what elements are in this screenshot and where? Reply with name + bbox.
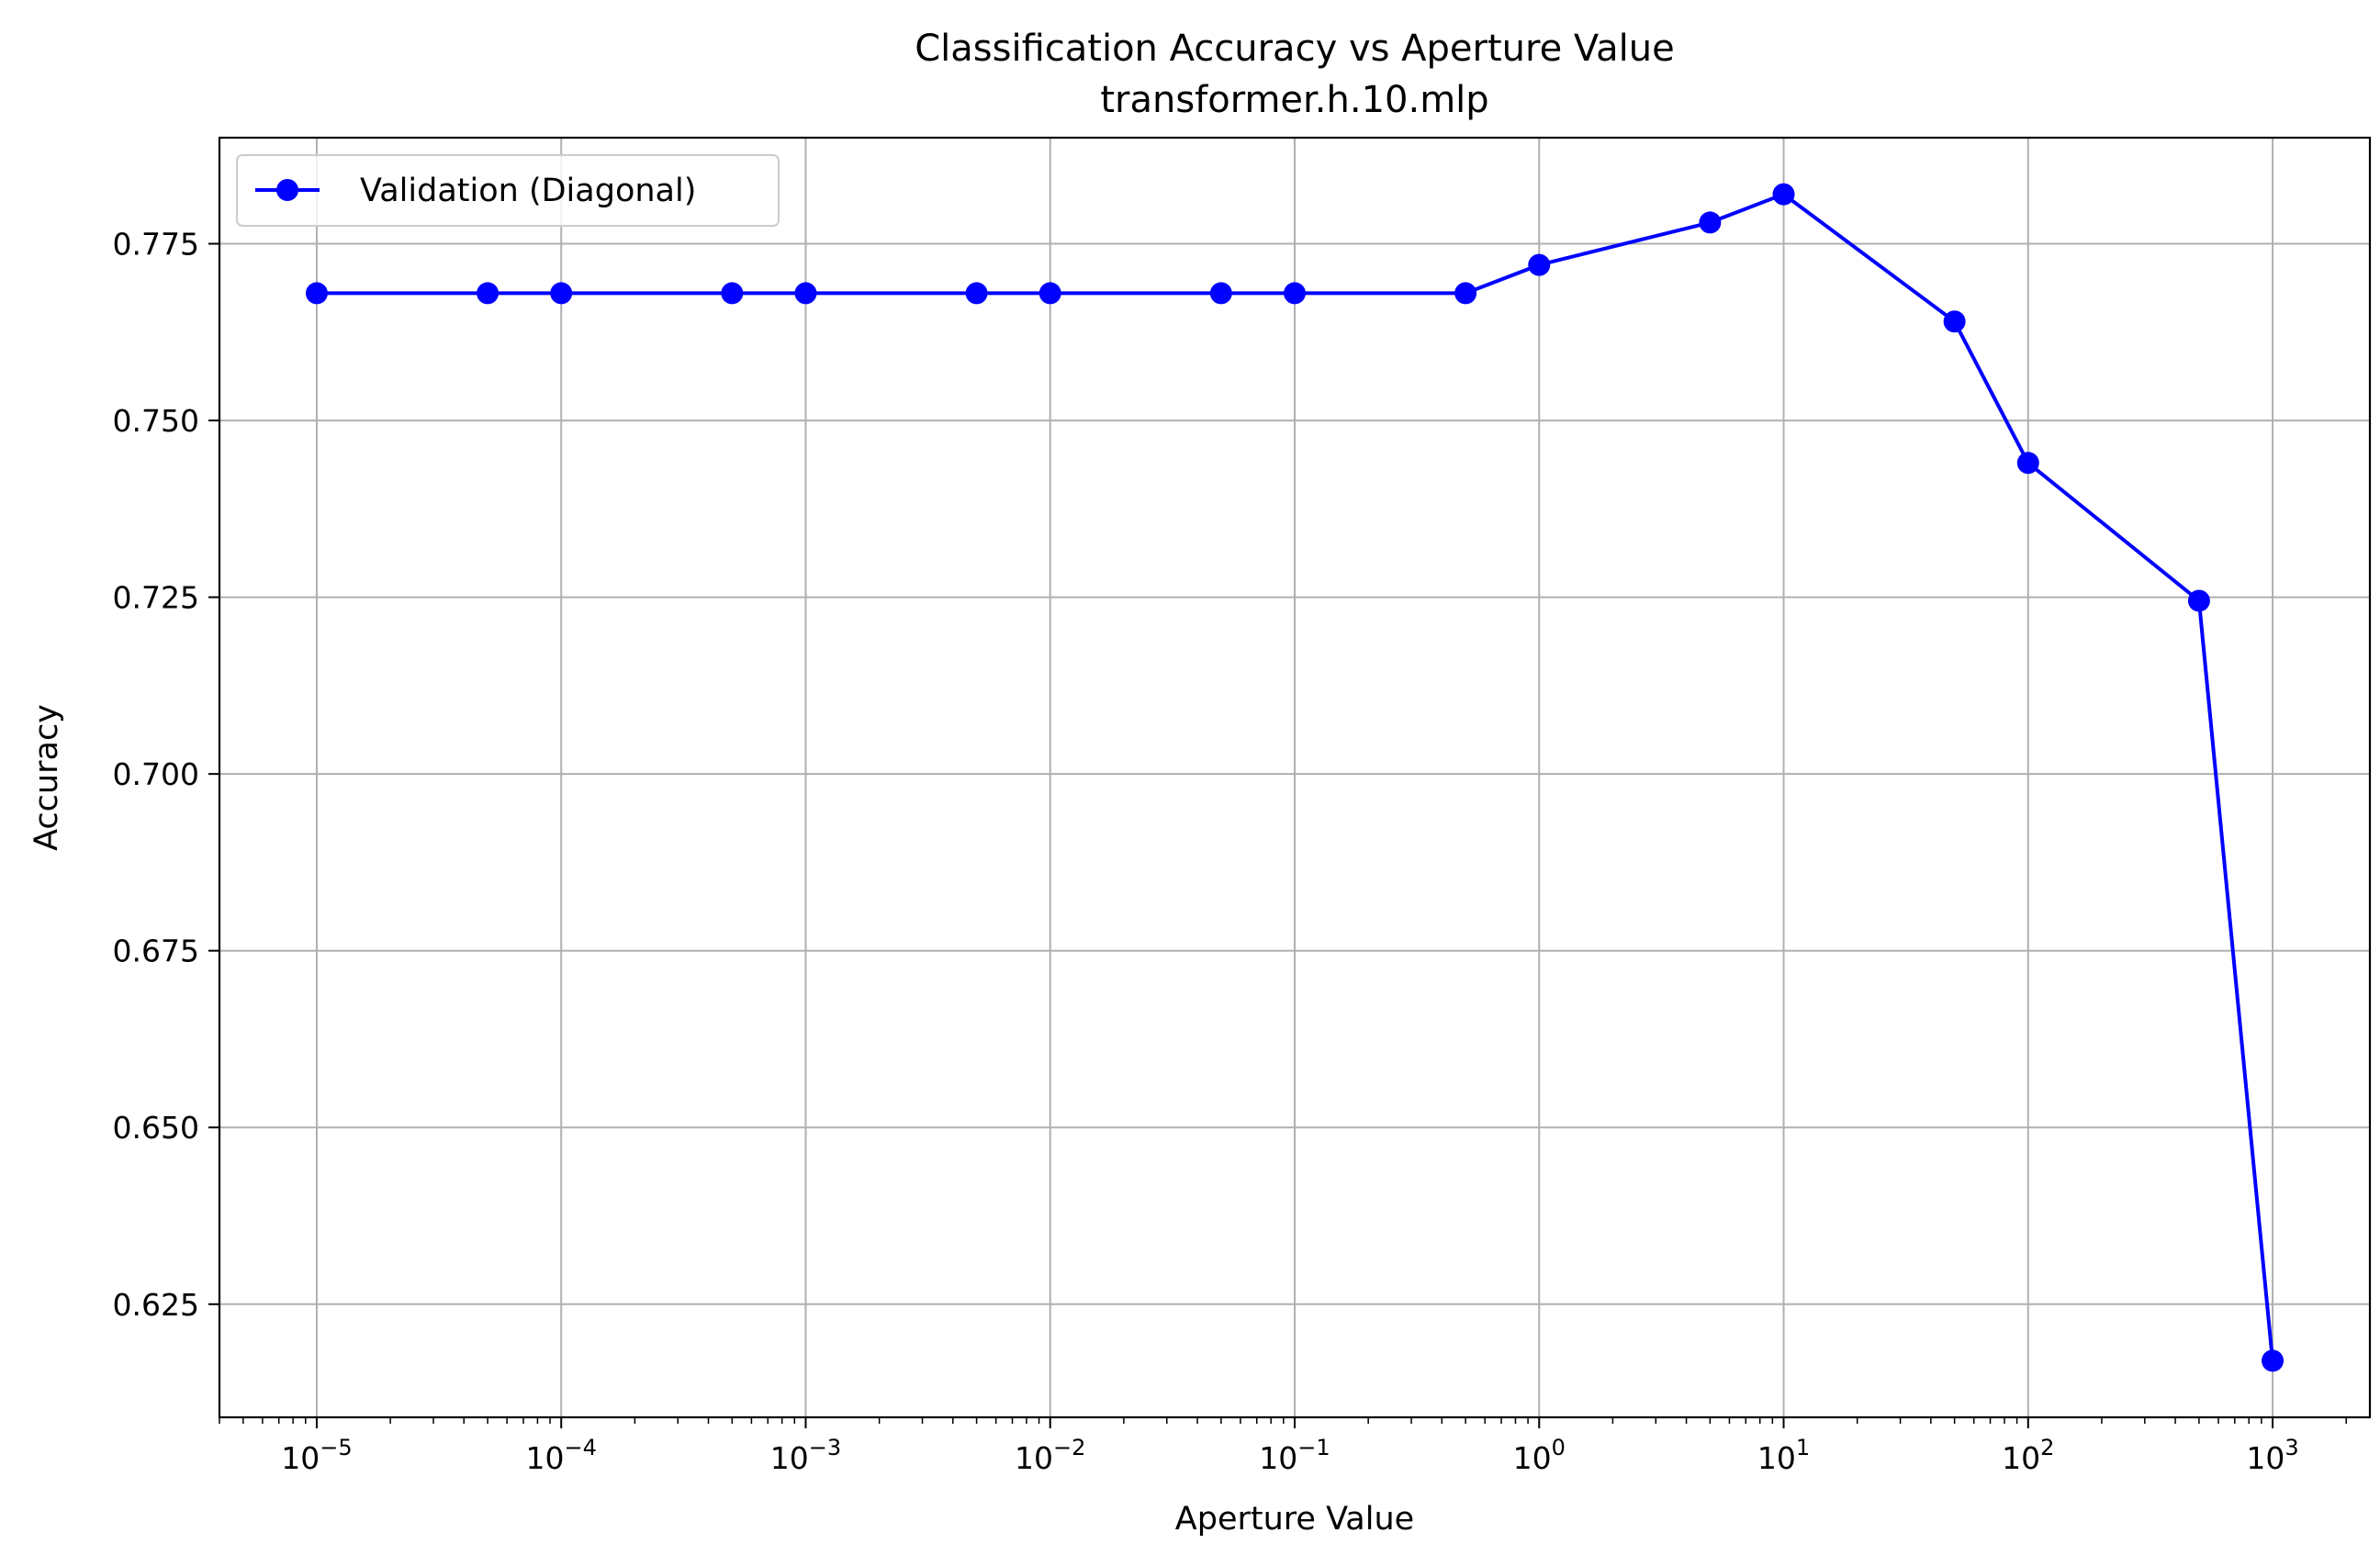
y-tick-label: 0.675 [113,934,199,969]
y-tick-label: 0.700 [113,756,199,792]
data-point [1284,282,1306,305]
data-point [965,282,988,305]
series [305,183,2285,1372]
x-tick-label: 103 [2246,1435,2298,1476]
grid [219,138,2370,1417]
legend-point-marker [276,179,298,201]
tick-labels: 10−5 10−4 10−3 10−2 10−1 100 101 102 103 0.625 0.6… [113,227,2299,1476]
plot-frame [218,136,2372,1419]
y-tick-label: 0.725 [113,580,199,616]
data-point [2262,1349,2285,1372]
data-point [721,282,744,305]
data-point [1699,211,1722,234]
y-tick-label: 0.650 [113,1110,199,1146]
x-tick-label: 10−2 [1015,1435,1085,1476]
y-tick-label: 0.625 [113,1287,199,1323]
legend-box [236,154,780,227]
legend: Validation (Diagonal) [236,154,780,227]
data-point [1772,183,1795,206]
data-point [2016,452,2039,475]
data-point [1943,310,1966,333]
data-point [794,282,817,305]
ticks [208,242,2347,1428]
data-point [1038,282,1061,305]
chart-title: Classification Accuracy vs Aperture Valu… [915,28,1675,70]
x-tick-label: 101 [1757,1435,1810,1476]
data-point [2187,589,2210,612]
chart-subtitle: transformer.h.10.mlp [1100,79,1488,121]
data-point [1454,282,1477,305]
data-point [1528,253,1551,276]
x-tick-label: 10−5 [281,1435,352,1476]
x-tick-label: 100 [1513,1435,1566,1476]
x-tick-label: 102 [2002,1435,2054,1476]
y-tick-label: 0.775 [113,227,199,263]
legend-entry: Validation (Diagonal) [360,173,696,209]
data-point [550,282,573,305]
x-tick-label: 10−1 [1259,1435,1330,1476]
data-point [1209,282,1232,305]
data-point [305,282,328,305]
y-axis-label: Accuracy [28,704,65,851]
x-tick-label: 10−3 [770,1435,841,1476]
y-tick-label: 0.750 [113,403,199,439]
x-axis-label: Aperture Value [1175,1501,1414,1538]
x-tick-label: 10−4 [526,1435,597,1476]
data-point [477,282,500,305]
